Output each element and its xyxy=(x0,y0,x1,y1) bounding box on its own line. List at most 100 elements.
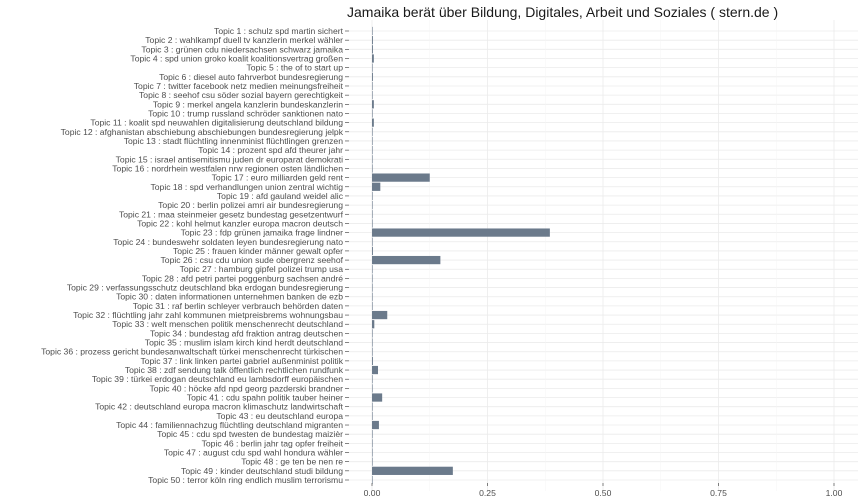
bar xyxy=(372,200,373,210)
y-tick-label: Topic 14 : prozent spd afd theurer jahr xyxy=(198,145,343,155)
y-tick-label: Topic 44 : familiennachzug flüchtling de… xyxy=(116,420,343,430)
y-tick-label: Topic 29 : verfassungsschutz deutschland… xyxy=(67,283,343,293)
bar xyxy=(372,228,550,237)
x-axis-ticks: 0.00 0.25 0.50 0.75 1.00 xyxy=(364,483,843,498)
y-tick-label: Topic 38 : zdf sendung talk öffentlich r… xyxy=(125,365,344,375)
y-tick-label: Topic 11 : koalit spd neuwahlen digitali… xyxy=(90,118,343,128)
bar xyxy=(372,393,383,402)
bar xyxy=(372,420,379,430)
y-tick-label: Topic 23 : fdp grünen jamaika frage lind… xyxy=(181,228,344,238)
bar xyxy=(372,320,375,329)
bar xyxy=(372,475,373,485)
x-tick-label: 0.50 xyxy=(595,488,612,498)
y-tick-label: Topic 9 : merkel angela kanzlerin bundes… xyxy=(153,99,343,109)
y-tick-label: Topic 17 : euro milliarden geld rent xyxy=(212,173,344,183)
bar xyxy=(372,237,373,246)
bar xyxy=(372,210,373,219)
bar xyxy=(372,466,453,475)
y-tick-label: Topic 8 : seehof csu söder sozial bayern… xyxy=(139,90,344,100)
y-tick-label: Topic 4 : spd union groko koalit koaliti… xyxy=(130,53,343,63)
bar xyxy=(372,155,373,164)
y-tick-label: Topic 15 : israel antisemitismu juden dr… xyxy=(116,154,343,164)
y-tick-label: Topic 10 : trump russland schröder sankt… xyxy=(148,108,343,118)
bar xyxy=(372,81,373,91)
bar xyxy=(372,430,373,439)
bar xyxy=(372,173,430,182)
bar xyxy=(372,191,373,201)
x-tick-label: 0.00 xyxy=(364,488,381,498)
bar xyxy=(372,91,373,100)
y-tick-label: Topic 33 : welt menschen politik mensche… xyxy=(112,319,343,329)
y-tick-label: Topic 43 : eu deutschland europa xyxy=(216,411,343,421)
bar xyxy=(372,375,373,384)
bar xyxy=(372,255,441,265)
bar xyxy=(372,457,373,466)
grid xyxy=(349,20,858,491)
y-tick-label: Topic 19 : afd gauland weidel alic xyxy=(217,191,344,201)
bar xyxy=(372,384,373,393)
bar xyxy=(372,365,379,375)
y-tick-label: Topic 7 : twitter facebook netz medien m… xyxy=(134,81,344,91)
y-tick-label: Topic 49 : kinder deutschland studi bild… xyxy=(181,466,343,476)
bar xyxy=(372,246,373,256)
bar xyxy=(372,100,374,109)
bar xyxy=(372,26,373,36)
bar xyxy=(372,265,373,274)
y-tick-label: Topic 22 : kohl helmut kanzler europa ma… xyxy=(137,218,343,228)
bar xyxy=(372,182,381,191)
y-tick-label: Topic 12 : afghanistan abschiebung absch… xyxy=(61,127,344,137)
y-tick-label: Topic 42 : deutschland europa macron kli… xyxy=(95,402,344,412)
bar xyxy=(372,338,373,347)
bar xyxy=(372,63,373,72)
y-tick-label: Topic 48 : ge ten be nen re xyxy=(241,457,343,467)
y-tick-label: Topic 36 : prozess gericht bundesanwalts… xyxy=(41,347,343,357)
bars xyxy=(372,26,550,485)
y-tick-label: Topic 27 : hamburg gipfel polizei trump … xyxy=(180,264,344,274)
bar xyxy=(372,109,373,118)
y-tick-label: Topic 39 : türkei erdogan deutschland eu… xyxy=(92,374,343,384)
bar xyxy=(372,274,373,283)
bar xyxy=(372,301,373,311)
y-tick-label: Topic 6 : diesel auto fahrverbot bundesr… xyxy=(159,72,343,82)
y-tick-label: Topic 20 : berlin polizei amri air bunde… xyxy=(158,200,343,210)
bar xyxy=(372,439,373,448)
bar xyxy=(372,402,373,411)
y-tick-label: Topic 45 : cdu spd twesten de bundestag … xyxy=(157,429,343,439)
y-tick-label: Topic 32 : flüchtling jahr zahl kommunen… xyxy=(73,310,343,320)
y-tick-label: Topic 30 : daten informationen unternehm… xyxy=(116,292,343,302)
y-tick-label: Topic 1 : schulz spd martin sichert xyxy=(214,26,344,36)
bar xyxy=(372,164,373,173)
y-tick-label: Topic 35 : muslim islam kirch kind herdt… xyxy=(145,338,343,348)
bar xyxy=(372,54,374,63)
y-tick-label: Topic 40 : höcke afd npd georg pazderski… xyxy=(150,383,344,393)
y-tick-label: Topic 50 : terror köln ring endlich musl… xyxy=(148,475,343,485)
y-tick-label: Topic 34 : bundestag afd fraktion antrag… xyxy=(150,328,343,338)
bar xyxy=(372,127,373,136)
y-tick-label: Topic 5 : the of to start up xyxy=(247,63,344,73)
bar xyxy=(372,219,373,228)
chart-title: Jamaika berät über Bildung, Digitales, A… xyxy=(347,4,778,20)
y-tick-label: Topic 24 : bundeswehr soldaten leyen bun… xyxy=(113,237,343,247)
bar xyxy=(372,310,388,320)
bar xyxy=(372,329,373,338)
y-tick-label: Topic 3 : grünen cdu niedersachsen schwa… xyxy=(141,44,343,54)
bar xyxy=(372,72,373,81)
x-tick-label: 1.00 xyxy=(826,488,843,498)
bar xyxy=(372,36,373,45)
bar xyxy=(372,448,373,457)
y-tick-label: Topic 46 : berlin jahr tag opfer freihei… xyxy=(202,438,344,448)
y-tick-label: Topic 31 : raf berlin schleyer verbrauch… xyxy=(133,301,343,311)
y-axis-labels: Topic 1 : schulz spd martin sichertTopic… xyxy=(41,26,349,485)
bar xyxy=(372,45,373,54)
bar xyxy=(372,136,373,146)
y-tick-label: Topic 2 : wahlkampf duell tv kanzlerin m… xyxy=(145,35,343,45)
y-tick-label: Topic 26 : csu cdu union sude obergrenz … xyxy=(161,255,344,265)
y-tick-label: Topic 16 : nordrhein westfalen nrw regio… xyxy=(112,163,343,173)
x-tick-label: 0.75 xyxy=(710,488,727,498)
y-tick-label: Topic 13 : stadt flüchtling innenminist … xyxy=(124,136,343,146)
y-tick-label: Topic 28 : afd petri partei poggenburg s… xyxy=(142,273,343,283)
bar xyxy=(372,292,373,301)
y-tick-label: Topic 25 : frauen kinder männer gewalt o… xyxy=(173,246,343,256)
y-tick-label: Topic 18 : spd verhandlungen union zentr… xyxy=(150,182,343,192)
